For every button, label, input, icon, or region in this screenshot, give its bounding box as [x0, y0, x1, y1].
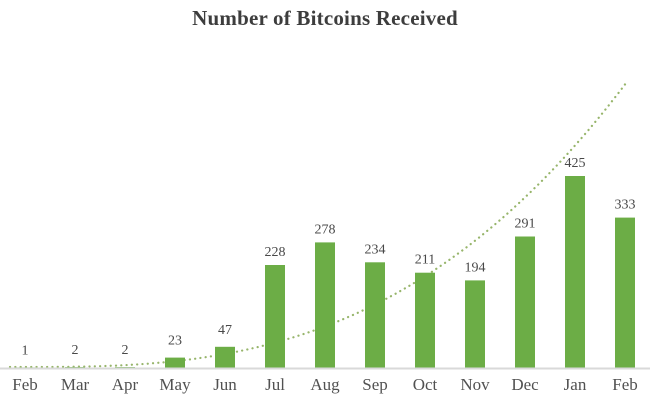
x-axis-label: Nov: [460, 375, 490, 394]
bar-value-label: 278: [315, 222, 336, 237]
bar: [565, 176, 585, 368]
bar-value-label: 291: [515, 217, 536, 232]
bar: [265, 265, 285, 368]
x-axis-label: Feb: [12, 375, 38, 394]
bar-value-label: 228: [265, 245, 286, 260]
bar: [215, 346, 235, 368]
bar-value-label: 333: [615, 198, 636, 213]
bar-value-label: 47: [218, 323, 232, 338]
x-axis-label: Jul: [265, 375, 285, 394]
bar-value-label: 211: [415, 253, 435, 268]
bar-value-label: 2: [72, 343, 79, 358]
x-axis-label: May: [159, 375, 191, 394]
x-axis-label: Jan: [564, 375, 587, 394]
bar: [315, 242, 335, 368]
bar-value-label: 23: [168, 334, 182, 349]
x-axis-label: Aug: [310, 375, 340, 394]
x-axis-label: Apr: [112, 375, 139, 394]
x-axis-label: Feb: [612, 375, 638, 394]
x-axis-label: Mar: [61, 375, 90, 394]
bar-value-label: 1: [22, 343, 29, 358]
bar-value-label: 194: [465, 260, 486, 275]
bar-value-label: 234: [365, 242, 386, 257]
bar: [365, 262, 385, 368]
bar: [615, 217, 635, 368]
x-axis-label: Jun: [213, 375, 237, 394]
bar-value-label: 2: [122, 343, 129, 358]
bar-value-label: 425: [565, 156, 586, 171]
bar: [165, 357, 185, 368]
chart-title: Number of Bitcoins Received: [192, 6, 458, 30]
x-axis-label: Sep: [362, 375, 388, 394]
x-axis-label: Dec: [511, 375, 539, 394]
x-axis-label: Oct: [413, 375, 438, 394]
bar: [515, 236, 535, 368]
bar: [415, 272, 435, 368]
bar: [465, 280, 485, 368]
